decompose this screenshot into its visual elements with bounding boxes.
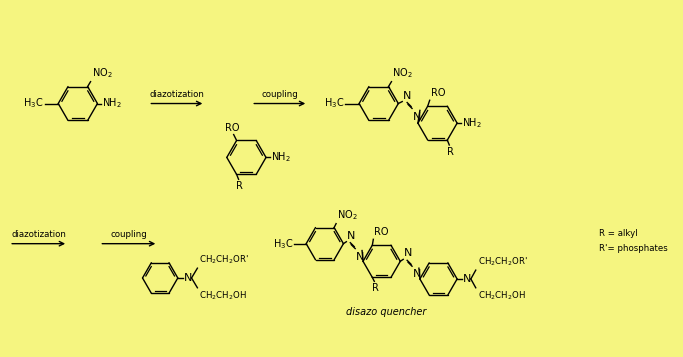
- Text: H$_3$C: H$_3$C: [324, 97, 344, 110]
- Text: NH$_2$: NH$_2$: [102, 97, 122, 110]
- Text: R: R: [447, 147, 454, 157]
- Text: RO: RO: [225, 122, 240, 132]
- Text: NO$_2$: NO$_2$: [92, 66, 112, 80]
- Text: NO$_2$: NO$_2$: [337, 208, 358, 222]
- Text: R'= phosphates: R'= phosphates: [599, 244, 668, 253]
- Text: H$_3$C: H$_3$C: [23, 97, 44, 110]
- Text: diazotization: diazotization: [11, 230, 66, 239]
- Text: RO: RO: [374, 227, 389, 237]
- Text: CH$_2$CH$_2$OH: CH$_2$CH$_2$OH: [199, 290, 247, 302]
- Text: CH$_2$CH$_2$OR': CH$_2$CH$_2$OR': [477, 256, 527, 268]
- Text: NH$_2$: NH$_2$: [271, 151, 291, 164]
- Text: NO$_2$: NO$_2$: [393, 66, 413, 80]
- Text: R = alkyl: R = alkyl: [599, 230, 638, 238]
- Text: disazo quencher: disazo quencher: [346, 307, 427, 317]
- Text: coupling: coupling: [262, 90, 298, 99]
- Text: N: N: [413, 269, 421, 279]
- Text: R: R: [236, 181, 243, 191]
- Text: R: R: [372, 283, 379, 293]
- Text: H$_3$C: H$_3$C: [273, 237, 294, 251]
- Text: N: N: [348, 231, 356, 241]
- Text: N: N: [356, 252, 365, 262]
- Text: RO: RO: [431, 88, 445, 98]
- Text: N: N: [404, 248, 413, 258]
- Text: diazotization: diazotization: [150, 90, 204, 99]
- Text: N: N: [463, 274, 471, 284]
- Text: NH$_2$: NH$_2$: [462, 116, 482, 130]
- Text: CH$_2$CH$_2$OR': CH$_2$CH$_2$OR': [199, 254, 249, 266]
- Text: coupling: coupling: [111, 230, 147, 239]
- Text: N: N: [413, 112, 421, 122]
- Text: N: N: [184, 273, 192, 283]
- Text: CH$_2$CH$_2$OH: CH$_2$CH$_2$OH: [477, 290, 525, 302]
- Text: N: N: [403, 91, 412, 101]
